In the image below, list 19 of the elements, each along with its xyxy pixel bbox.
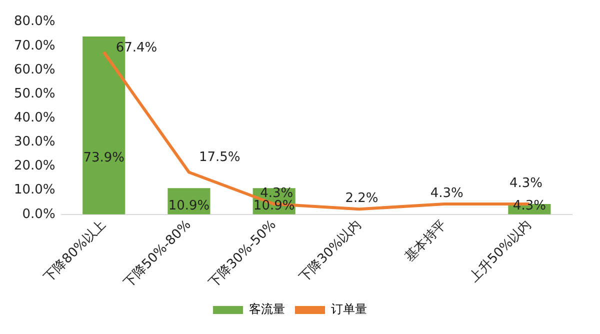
legend-label: 客流量 xyxy=(249,302,285,316)
y-tick-label: 30.0% xyxy=(14,134,56,150)
data-label: 4.3% xyxy=(260,186,294,201)
y-tick-label: 70.0% xyxy=(14,38,56,54)
data-label: 10.9% xyxy=(168,198,210,214)
y-tick-label: 80.0% xyxy=(14,14,56,30)
y-tick-label: 10.0% xyxy=(14,182,56,198)
y-tick-label: 40.0% xyxy=(14,110,56,126)
data-label: 4.3% xyxy=(509,176,542,191)
x-tick-label: 基本持平 xyxy=(402,218,450,265)
data-label: 4.3% xyxy=(430,186,464,201)
legend-label: 订单量 xyxy=(331,302,367,316)
y-tick-label: 50.0% xyxy=(14,86,56,102)
data-label: 73.9% xyxy=(83,150,125,166)
y-tick-label: 20.0% xyxy=(14,158,56,174)
data-label: 17.5% xyxy=(198,150,240,166)
y-tick-label: 60.0% xyxy=(14,62,56,78)
y-tick-label: 0.0% xyxy=(22,206,56,222)
data-label: 2.2% xyxy=(345,190,378,206)
